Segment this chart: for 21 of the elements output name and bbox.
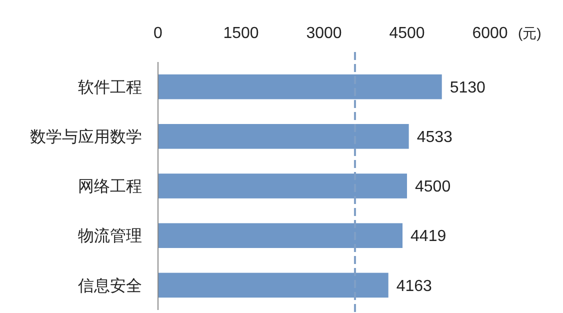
bar [158,272,388,298]
x-tick-label: 6000 [472,25,508,42]
x-axis-title: (元) [518,25,542,41]
data-label: 4419 [410,228,446,246]
bar [158,174,407,198]
y-tick-label: 物流管理 [78,227,142,246]
y-tick-label: 网络工程 [78,178,142,196]
x-tick-label: 0 [154,25,163,42]
bar [158,124,409,149]
data-label: 4163 [396,278,432,295]
data-label: 4500 [415,178,451,196]
y-tick-label: 信息安全 [78,276,142,295]
data-label: 4533 [416,129,453,146]
y-tick-label: 软件工程 [78,79,142,96]
x-tick-label: 1500 [223,25,259,42]
bar [158,223,403,248]
x-tick-label: 4500 [389,25,425,42]
x-tick-label: 3000 [306,25,342,42]
bar [158,74,442,100]
y-tick-label: 数学与应用数学 [30,128,142,146]
data-label: 5130 [450,79,486,96]
